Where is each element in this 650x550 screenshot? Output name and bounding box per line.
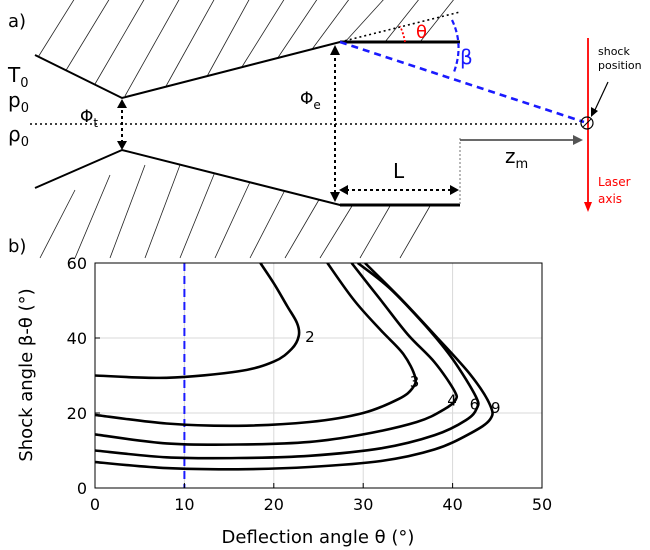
oblique-shock-line (339, 40, 585, 124)
x-tick-label: 50 (532, 495, 552, 514)
stagnation-temperature-label: T0 (7, 63, 29, 91)
y-tick-label: 20 (67, 404, 87, 423)
y-axis-title: Shock angle β-θ (°) (16, 288, 37, 461)
laser-axis-label-2: axis (598, 192, 622, 206)
stagnation-density-label: ρ0 (8, 122, 29, 150)
shock-distance-label: zm (505, 144, 528, 172)
upper-wall-hatching (35, 0, 456, 97)
length-arrow-head-left (339, 185, 348, 195)
lower-wall-hatching (39, 164, 431, 259)
exit-length-label: L (393, 159, 405, 183)
x-axis-title: Deflection angle θ (°) (222, 527, 415, 548)
pressure-ratio-curve-2 (95, 263, 301, 380)
pressure-ratio-curve-9 (95, 263, 494, 471)
shock-callout-arrow (593, 81, 609, 113)
shock-position-label-1: shock (598, 45, 630, 58)
panel-b-label: b) (8, 236, 26, 257)
throat-arrow-head-down (117, 141, 127, 150)
curve-label-2: 2 (305, 328, 315, 346)
y-tick-label: 0 (77, 479, 87, 498)
panel-a-nozzle-diagram: a) (7, 0, 642, 259)
panel-b-chart: b) 0 10 20 30 40 50 0 20 40 60 2 3 4 6 9 Deflection a… (8, 236, 552, 548)
upper-wall-contour (34, 41, 460, 100)
stagnation-pressure-label: p0 (8, 88, 29, 116)
plot-area-frame (94, 262, 543, 489)
pressure-ratio-curve-4 (95, 263, 459, 447)
deflection-angle-arc (399, 25, 406, 43)
panel-a-label: a) (8, 11, 26, 32)
pressure-ratio-curve-6 (95, 263, 480, 460)
shock-callout-head (591, 107, 598, 117)
chart-ticks: 0 10 20 30 40 50 0 20 40 60 (67, 254, 553, 514)
exit-diameter-label: Φe (300, 89, 321, 112)
x-tick-label: 40 (442, 495, 462, 514)
laser-arrow-head (584, 202, 592, 212)
deflection-angle-label: θ (416, 22, 427, 43)
zm-arrow-head (573, 135, 583, 145)
curve-label-9: 9 (491, 399, 501, 417)
y-tick-label: 40 (67, 329, 87, 348)
chart-curve-labels: 2 3 4 6 9 (305, 328, 500, 417)
chart-curves (95, 263, 494, 471)
curve-label-6: 6 (470, 395, 480, 413)
curve-label-4: 4 (447, 392, 457, 410)
x-tick-label: 20 (264, 495, 284, 514)
y-tick-label: 60 (67, 254, 87, 273)
shock-angle-label: β (460, 45, 473, 69)
throat-arrow-head-up (117, 99, 127, 108)
throat-diameter-label: Φt (80, 107, 98, 130)
x-tick-label: 0 (90, 495, 100, 514)
shock-marker-cross (582, 118, 592, 128)
exit-arrow-head-up (330, 45, 340, 55)
x-tick-label: 30 (353, 495, 373, 514)
length-arrow-head-right (450, 185, 459, 195)
shock-position-marker (580, 116, 594, 130)
shock-angle-arc (451, 19, 460, 73)
laser-axis-label-1: Laser (598, 175, 631, 189)
chart-grid (95, 263, 542, 488)
deflection-reference-line (339, 11, 461, 43)
shock-position-label-2: position (598, 59, 642, 72)
exit-arrow-head-down (330, 192, 340, 202)
curve-label-3: 3 (410, 373, 420, 391)
pressure-ratio-curve-3 (95, 263, 417, 428)
x-tick-label: 10 (174, 495, 194, 514)
